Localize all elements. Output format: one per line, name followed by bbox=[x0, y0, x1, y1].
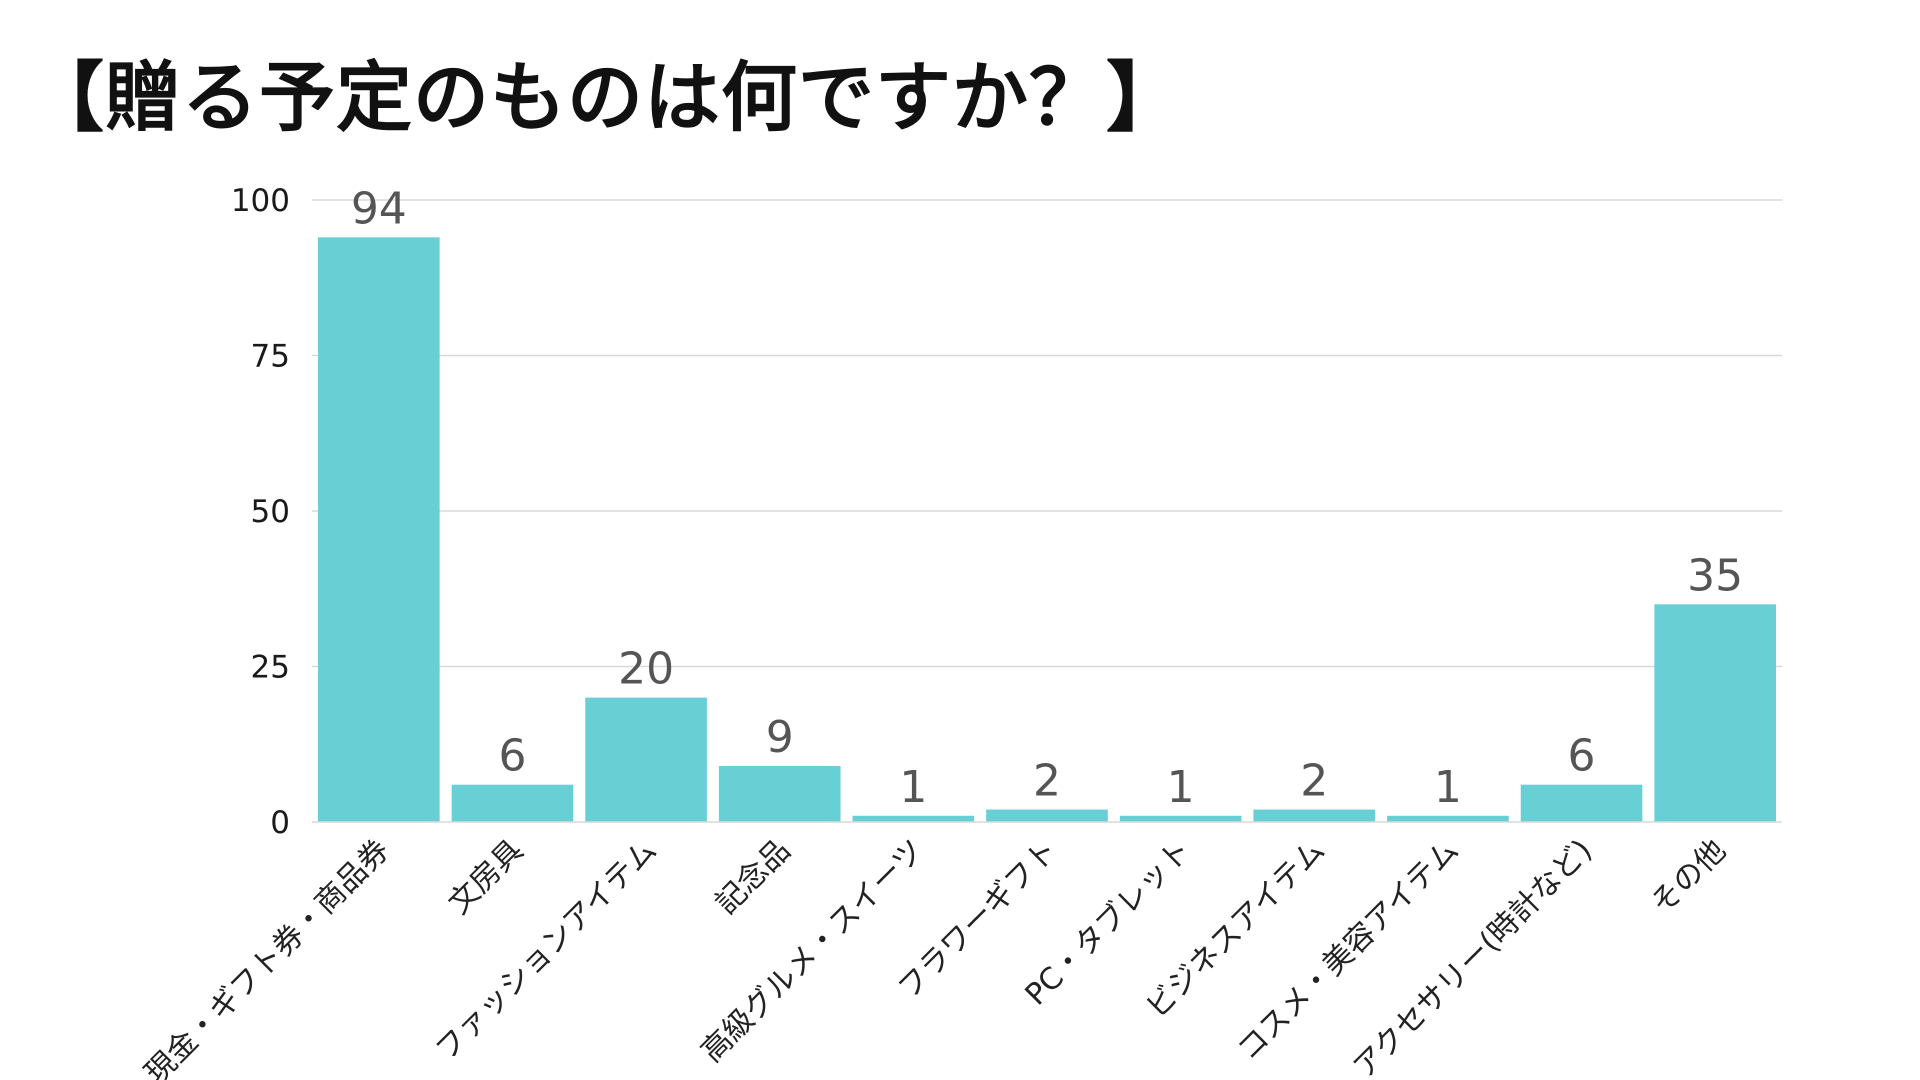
data-label: 35 bbox=[1687, 550, 1743, 601]
data-label: 20 bbox=[618, 644, 674, 695]
data-label: 9 bbox=[766, 712, 794, 763]
y-tick-label: 25 bbox=[251, 650, 290, 686]
data-label: 2 bbox=[1300, 756, 1328, 807]
data-label: 1 bbox=[1167, 762, 1195, 813]
data-label: 94 bbox=[351, 183, 407, 234]
data-label: 1 bbox=[1434, 762, 1462, 813]
bar bbox=[585, 697, 707, 822]
x-tick-label: 現金・ギフト券・商品券 bbox=[138, 833, 396, 1080]
x-tick-label: その他 bbox=[1644, 833, 1732, 921]
x-tick-label: コスメ・美容アイテム bbox=[1231, 833, 1466, 1068]
x-tick-label: 文房具 bbox=[442, 833, 530, 921]
data-label: 2 bbox=[1033, 756, 1061, 807]
bar bbox=[451, 784, 574, 822]
bar bbox=[1119, 815, 1242, 822]
x-tick-label: 記念品 bbox=[709, 833, 797, 921]
bar bbox=[852, 815, 975, 822]
bar bbox=[1253, 809, 1376, 822]
data-label: 1 bbox=[899, 762, 927, 813]
y-tick-label: 75 bbox=[251, 339, 290, 375]
y-tick-label: 50 bbox=[251, 494, 290, 530]
x-tick-label: 高級グルメ・スイーツ bbox=[695, 833, 931, 1069]
y-tick-label: 100 bbox=[231, 183, 290, 219]
bar bbox=[318, 237, 440, 822]
x-tick-label: ファッションアイテム bbox=[429, 833, 664, 1068]
bar bbox=[1387, 815, 1509, 822]
y-tick-label: 0 bbox=[270, 805, 290, 841]
bar bbox=[718, 766, 841, 822]
bar bbox=[1520, 784, 1643, 822]
bar bbox=[986, 809, 1108, 822]
bar bbox=[1654, 604, 1776, 822]
data-label: 6 bbox=[1568, 731, 1596, 782]
data-label: 6 bbox=[498, 731, 526, 782]
chart-title: 【贈る予定のものは何ですか？】 bbox=[28, 53, 1183, 142]
x-tick-label: アクセサリー(時計など) bbox=[1347, 833, 1599, 1080]
